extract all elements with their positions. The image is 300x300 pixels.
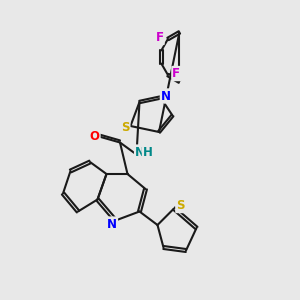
Text: F: F [156, 31, 164, 44]
Text: N: N [135, 146, 145, 159]
Text: H: H [143, 146, 153, 159]
Text: S: S [121, 121, 129, 134]
Text: S: S [176, 199, 185, 212]
Text: F: F [172, 67, 180, 80]
Text: N: N [107, 218, 117, 231]
Text: N: N [161, 89, 171, 103]
Text: O: O [89, 130, 100, 143]
